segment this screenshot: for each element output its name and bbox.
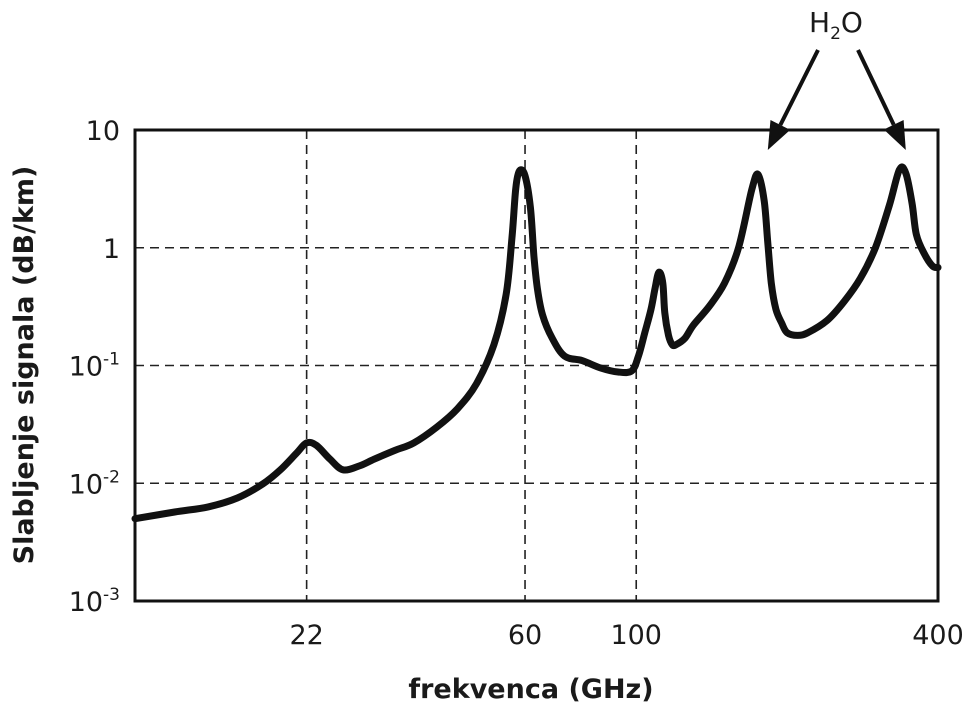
h2o-label: H2O <box>809 6 863 44</box>
y-axis-title: Slabljenje signala (dB/km) <box>9 166 40 565</box>
x-axis-title: frekvenca (GHz) <box>408 674 653 705</box>
x-tick-label: 100 <box>610 620 662 651</box>
x-tick-labels: 22 60 100 400 <box>289 620 963 651</box>
x-tick-label: 22 <box>289 620 323 651</box>
y-tick-label: 10-3 <box>69 585 120 618</box>
y-tick-label: 10-2 <box>69 467 120 500</box>
attenuation-curve <box>131 163 942 523</box>
y-tick-label: 10 <box>86 116 120 147</box>
x-tick-label: 400 <box>912 620 964 651</box>
y-tick-label: 10-1 <box>69 350 120 383</box>
plot-frame <box>133 128 940 603</box>
h2o-annotation: H2O <box>767 6 906 150</box>
grid-lines <box>135 130 938 601</box>
x-tick-label: 60 <box>508 620 542 651</box>
y-tick-label: 1 <box>103 234 120 265</box>
h2o-arrow-shaft <box>778 49 820 126</box>
y-tick-labels: 10 1 10-1 10-2 10-3 <box>69 116 120 618</box>
h2o-arrow-head <box>767 120 791 150</box>
h2o-arrow-head <box>883 120 906 150</box>
h2o-arrow-shaft <box>856 49 896 126</box>
